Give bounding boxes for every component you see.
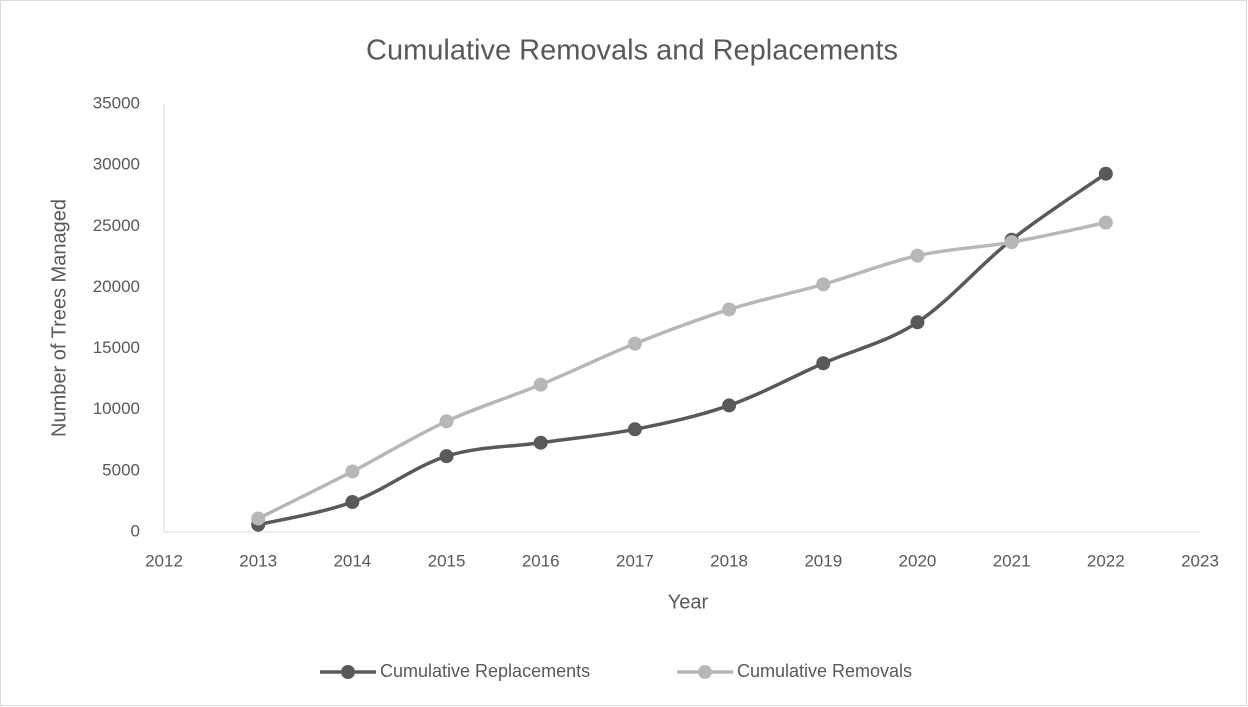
data-point [1098,166,1113,181]
data-point [627,422,642,437]
y-tick-label: 10000 [93,399,140,418]
y-tick-label: 20000 [93,277,140,296]
y-tick-label: 35000 [93,93,140,112]
x-tick-label: 2021 [993,551,1031,570]
legend-marker [341,665,355,679]
data-point [816,356,831,371]
data-point [816,277,831,292]
data-point [910,248,925,263]
x-tick-label: 2014 [333,551,371,570]
x-tick-label: 2020 [899,551,937,570]
y-tick-label: 0 [131,521,140,540]
chart-title: Cumulative Removals and Replacements [366,35,898,67]
x-tick-label: 2013 [239,551,277,570]
x-tick-label: 2012 [145,551,183,570]
data-point [533,435,548,450]
x-tick-label: 2017 [616,551,654,570]
y-axis-title: Number of Trees Managed [48,199,70,437]
y-tick-label: 25000 [93,216,140,235]
data-point [722,398,737,413]
x-axis-title: Year [668,591,709,613]
data-point [439,449,454,464]
data-point [1098,215,1113,230]
data-point [1004,235,1019,250]
x-tick-label: 2022 [1087,551,1125,570]
series-line [257,220,1107,521]
legend-marker [698,665,712,679]
series-line [257,172,1107,527]
data-point [345,464,360,479]
y-tick-label: 15000 [93,338,140,357]
x-tick-label: 2023 [1181,551,1219,570]
y-tick-label: 30000 [93,155,140,174]
legend-label: Cumulative Removals [737,661,912,681]
data-point [533,377,548,392]
x-tick-label: 2015 [428,551,466,570]
legend-label: Cumulative Replacements [380,661,590,681]
x-tick-label: 2019 [804,551,842,570]
data-point [910,315,925,330]
data-point [722,302,737,317]
data-point [345,495,360,510]
data-point [251,511,266,526]
data-point [439,414,454,429]
y-tick-label: 5000 [102,460,140,479]
x-tick-label: 2016 [522,551,560,570]
data-point [627,336,642,351]
x-tick-label: 2018 [710,551,748,570]
